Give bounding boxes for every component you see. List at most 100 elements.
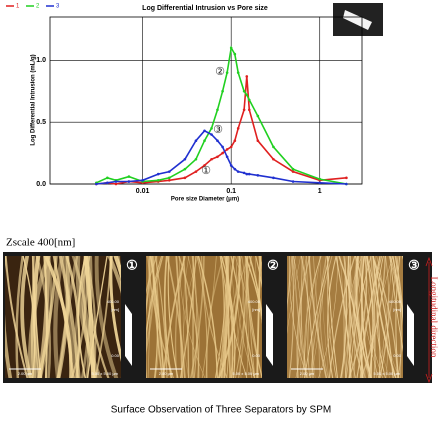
series-marker	[291, 167, 295, 171]
fiber	[287, 256, 293, 313]
zscale-label: Zscale 400[nm]	[6, 237, 75, 249]
fiber	[235, 256, 255, 378]
scan-size: 5.00 x 5.00 µm	[232, 371, 259, 376]
x-tick-label: 0.01	[136, 188, 150, 195]
series-marker	[95, 182, 98, 186]
z-top: 400.00	[107, 299, 120, 304]
fiber	[197, 256, 218, 378]
fiber	[370, 256, 376, 378]
fiber	[255, 256, 262, 289]
series-marker	[225, 71, 229, 74]
fiber	[217, 256, 241, 378]
y-tick-label: 0.0	[36, 181, 46, 188]
series-marker	[229, 46, 233, 50]
fiber	[43, 256, 73, 378]
fiber	[107, 256, 121, 294]
legend-label: 1	[16, 4, 20, 10]
fiber	[113, 256, 121, 280]
fiber	[187, 256, 200, 378]
fiber	[301, 256, 308, 378]
series-marker	[256, 139, 260, 143]
fiber	[378, 256, 393, 378]
fiber	[117, 256, 121, 378]
series-marker	[221, 151, 224, 155]
fiber	[394, 256, 403, 327]
fiber	[146, 256, 163, 378]
y-tick-label: 1.0	[36, 57, 46, 64]
series-marker	[141, 178, 144, 182]
fiber	[189, 256, 205, 378]
series-marker	[183, 176, 187, 180]
fiber	[327, 256, 337, 378]
fiber	[356, 256, 381, 378]
series-marker	[210, 133, 213, 136]
spm-image	[146, 256, 262, 378]
direction-label: Longitudinal direction	[429, 277, 439, 358]
z-unit: [nm]	[252, 307, 260, 312]
series-marker	[114, 182, 118, 186]
direction-arrowheads	[425, 256, 433, 384]
series-marker	[106, 176, 109, 180]
fiber	[191, 256, 198, 378]
series-marker	[233, 52, 237, 56]
z-bottom: 0.00	[252, 353, 261, 358]
fiber	[182, 256, 199, 378]
series-marker	[194, 157, 198, 161]
fiber	[229, 256, 246, 378]
fiber	[293, 256, 308, 378]
x-tick-label: 1	[318, 188, 322, 195]
panel-label: ①	[126, 257, 138, 272]
series-marker	[233, 139, 237, 143]
series-marker	[247, 108, 251, 112]
fiber	[166, 256, 186, 378]
fiber	[395, 256, 401, 378]
fiber	[179, 256, 197, 378]
fiber	[20, 256, 33, 378]
legend-label: 2	[36, 4, 40, 10]
series-marker	[245, 172, 249, 176]
fiber	[223, 256, 235, 378]
series-marker	[245, 93, 249, 97]
fiber	[379, 256, 390, 378]
series-marker	[236, 170, 240, 173]
series-marker	[156, 172, 160, 176]
series-marker	[291, 170, 295, 173]
annotation: ①	[201, 165, 211, 177]
series-marker	[183, 157, 187, 161]
series-marker	[345, 182, 348, 186]
fiber	[146, 256, 155, 355]
series-marker	[272, 176, 275, 180]
fiber	[220, 256, 229, 378]
fiber	[182, 256, 190, 378]
fiber	[300, 256, 314, 378]
series-marker	[183, 167, 187, 171]
fiber	[87, 256, 110, 378]
fiber	[304, 256, 322, 378]
fiber	[360, 256, 363, 378]
z-unit: [nm]	[111, 307, 119, 312]
y-tick-label: 0.5	[36, 119, 46, 126]
series-marker	[167, 178, 171, 182]
series-marker	[216, 139, 219, 143]
series-marker	[242, 108, 246, 112]
fiber	[156, 256, 165, 378]
fiber	[255, 256, 262, 325]
series-marker	[242, 89, 246, 93]
series-marker	[345, 176, 348, 180]
series-marker	[229, 145, 233, 149]
fiber	[372, 256, 394, 378]
legend-label: 3	[56, 4, 60, 10]
series-marker	[245, 75, 249, 78]
fiber	[178, 256, 200, 378]
fiber	[154, 256, 168, 378]
series-marker	[156, 178, 160, 182]
fiber	[31, 256, 42, 378]
fiber	[5, 256, 13, 378]
fiber	[312, 256, 321, 378]
fiber	[339, 256, 364, 378]
series-marker	[318, 181, 322, 185]
fiber	[58, 256, 81, 378]
series-marker	[242, 171, 246, 175]
